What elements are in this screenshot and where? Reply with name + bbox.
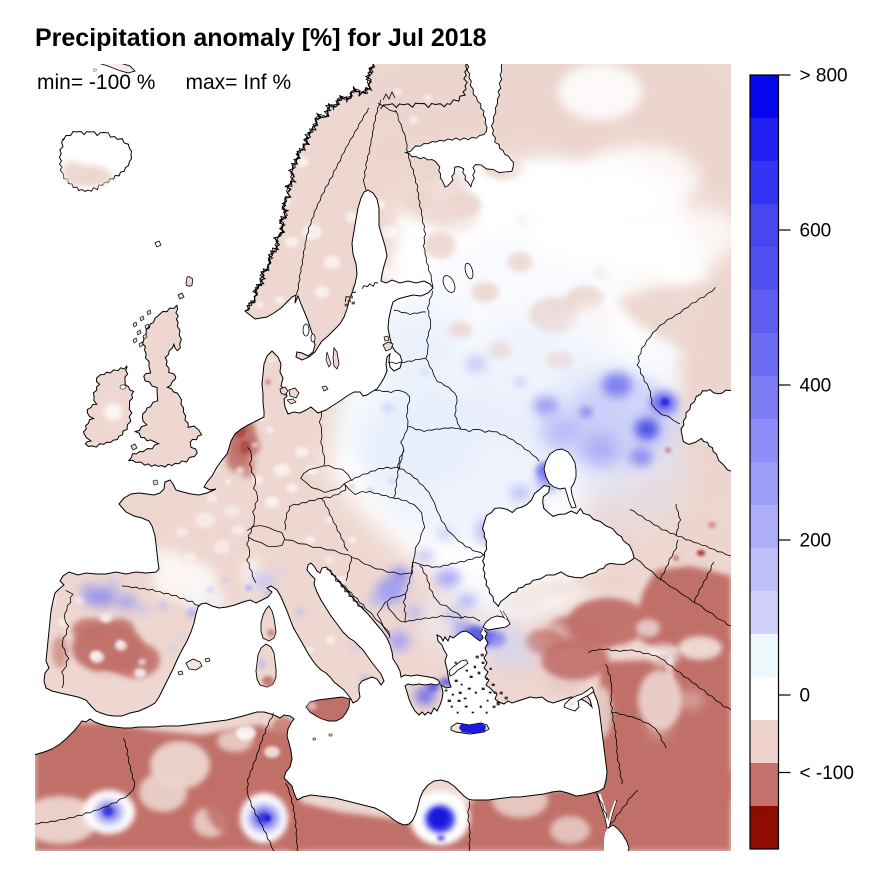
svg-text:400: 400 bbox=[800, 376, 832, 397]
svg-text:> 800: > 800 bbox=[800, 66, 848, 87]
svg-text:600: 600 bbox=[800, 221, 832, 242]
svg-text:< -100: < -100 bbox=[800, 763, 854, 784]
svg-text:200: 200 bbox=[800, 531, 832, 552]
svg-text:0: 0 bbox=[800, 686, 811, 707]
